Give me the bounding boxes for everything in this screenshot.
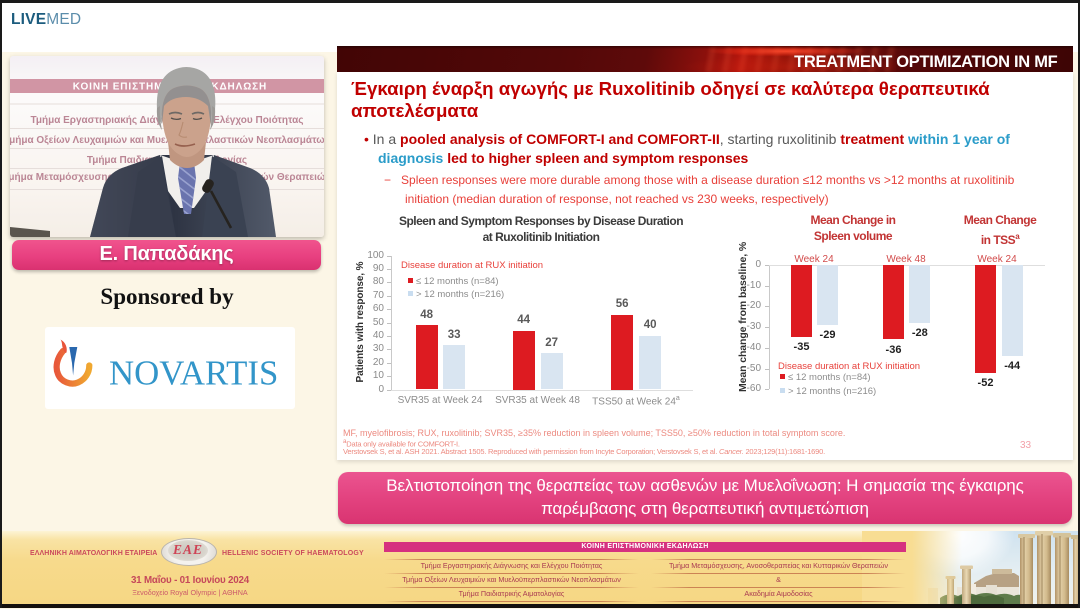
svg-text:Τμήμα Οξείων Λευχαιμιών και Μυ: Τμήμα Οξείων Λευχαιμιών και Μυελοϋπερπλα… [10, 135, 324, 146]
svg-text:NOVARTIS: NOVARTIS [109, 354, 278, 393]
